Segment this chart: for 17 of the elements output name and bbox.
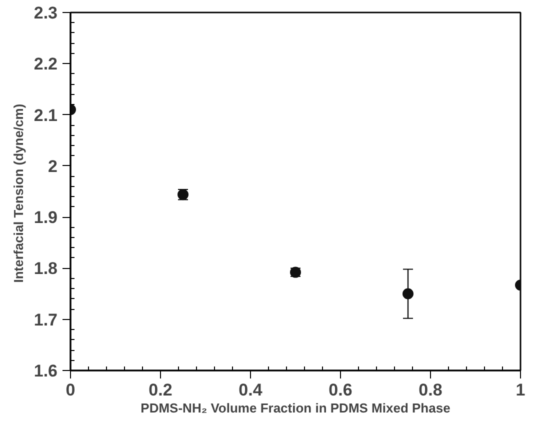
- y-tick-label: 2.3: [34, 4, 58, 22]
- x-tick-label: 0.8: [418, 380, 442, 400]
- x-axis-title: PDMS-NH₂ Volume Fraction in PDMS Mixed Phase: [140, 400, 450, 416]
- y-tick-label: 1.9: [34, 208, 58, 228]
- y-tick-label: 2: [48, 156, 58, 176]
- x-tick-label: 0.2: [148, 380, 172, 400]
- y-tick-label: 2.2: [34, 54, 58, 74]
- y-tick-label: 1.6: [34, 362, 58, 380]
- x-tick-label: 0.4: [238, 380, 263, 400]
- x-tick-label: 0.6: [328, 380, 352, 400]
- x-tick-label: 1: [516, 380, 526, 400]
- y-tick-label: 1.7: [34, 310, 58, 330]
- x-tick-label: 0: [66, 380, 76, 400]
- y-axis-title: Interfacial Tension (dyne/cm): [10, 104, 26, 283]
- point: [402, 288, 414, 300]
- y-tick-label: 2.1: [34, 106, 58, 125]
- y-tick-label: 1.8: [34, 259, 58, 278]
